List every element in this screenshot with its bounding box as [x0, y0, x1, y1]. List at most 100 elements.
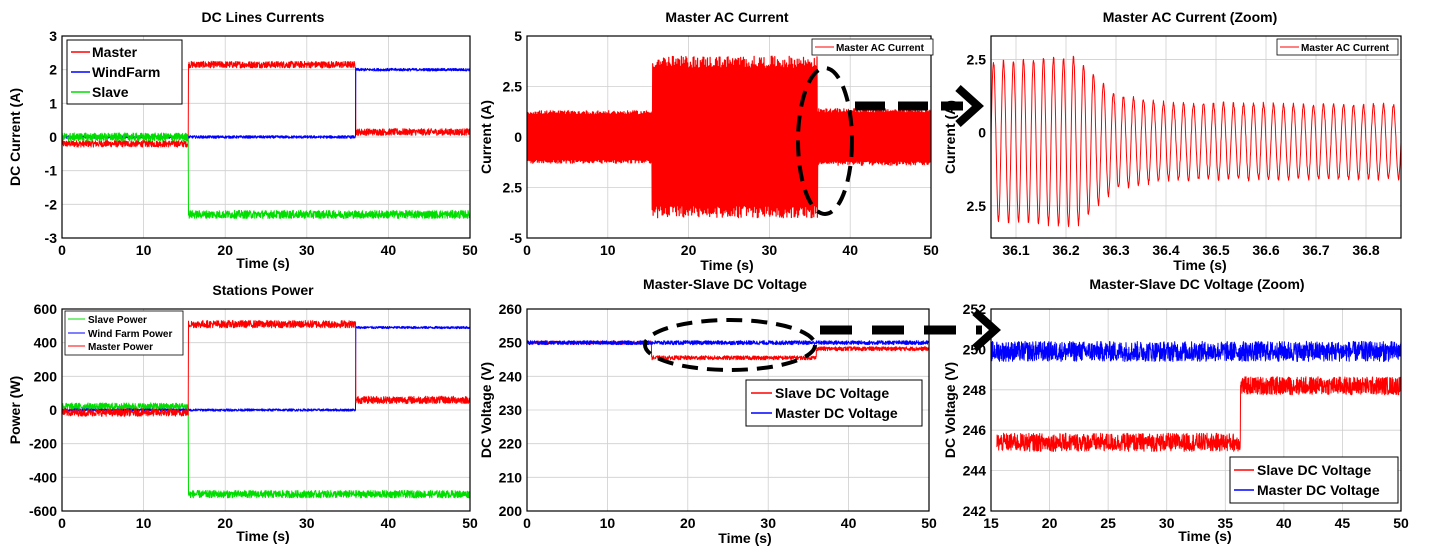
x-tick-label: 36.4: [1152, 242, 1179, 258]
x-tick-label: 30: [1159, 515, 1175, 531]
x-axis-label: Time (s): [1178, 528, 1231, 544]
y-tick-label: 210: [499, 469, 523, 485]
y-tick-label: 244: [963, 463, 987, 479]
x-tick-label: 36.6: [1252, 242, 1279, 258]
series-line-master-dc-voltage: [527, 340, 929, 346]
series-line-master-dc-voltage: [991, 340, 1401, 362]
legend: Slave DC Voltage Master DC Voltage: [1229, 456, 1399, 504]
legend-label-windfarm: WindFarm: [92, 64, 160, 80]
y-tick-label: -1: [45, 163, 58, 179]
x-tick-label: 20: [681, 242, 697, 258]
x-tick-label: 0: [523, 515, 531, 531]
x-tick-label: 30: [760, 515, 776, 531]
x-tick-label: 36.2: [1052, 242, 1079, 258]
y-tick-label: 248: [963, 382, 987, 398]
series-line-master-ac-current: [527, 55, 931, 219]
x-tick-label: 36.7: [1302, 242, 1329, 258]
y-tick-label: 5: [514, 28, 522, 44]
y-tick-label: -600: [29, 503, 57, 519]
legend-label-master-ac-current: Master AC Current: [1301, 43, 1390, 54]
x-tick-label: 20: [217, 242, 233, 258]
x-tick-label: 20: [1042, 515, 1058, 531]
y-tick-label: 0: [514, 129, 522, 145]
x-axis-label: Time (s): [700, 257, 753, 273]
plot-frame: [526, 308, 930, 512]
y-tick-label: 0: [978, 125, 986, 141]
series-line-master-ac-current: [991, 55, 1401, 228]
y-tick-label: 2: [49, 62, 57, 78]
series-line-slave-dc-voltage: [996, 376, 1401, 452]
x-tick-label: 20: [217, 515, 233, 531]
x-tick-label: 50: [1393, 515, 1409, 531]
zoom-arrow-ac-current: [855, 85, 984, 127]
series-line-slave: [62, 132, 470, 219]
series-line-slave-power: [62, 402, 470, 499]
y-axis-label: DC Current (A): [7, 88, 23, 186]
legend-label-master-dc-voltage: Master DC Voltage: [1257, 482, 1380, 498]
y-axis-label: Power (W): [7, 376, 23, 444]
series-line-master: [62, 60, 470, 148]
y-tick-label: -2: [45, 196, 58, 212]
zoom-annotations: [643, 66, 1001, 372]
y-tick-label: 0: [49, 129, 57, 145]
y-tick-label: 2.5: [503, 180, 523, 196]
y-tick-label: -200: [29, 436, 57, 452]
legend-label-slave-dc-voltage: Slave DC Voltage: [1257, 462, 1371, 478]
legend-label-slave-dc-voltage: Slave DC Voltage: [775, 385, 889, 401]
y-tick-label: 230: [499, 402, 523, 418]
y-tick-label: -400: [29, 469, 57, 485]
y-axis-label: Current (A): [942, 100, 958, 174]
x-axis-label: Time (s): [236, 255, 289, 271]
x-tick-label: 40: [381, 515, 397, 531]
legend-label-master-dc-voltage: Master DC Voltage: [775, 405, 898, 421]
legend: Master AC Current: [1276, 38, 1399, 56]
panel-title: Stations Power: [212, 282, 314, 298]
y-tick-label: 200: [499, 503, 523, 519]
y-tick-label: 200: [34, 368, 58, 384]
x-tick-label: 50: [462, 242, 478, 258]
x-tick-label: 0: [523, 242, 531, 258]
x-tick-label: 30: [762, 242, 778, 258]
y-tick-label: -3: [45, 230, 58, 246]
legend: Slave DC Voltage Master DC Voltage: [745, 379, 923, 427]
legend: Master AC Current: [811, 38, 934, 56]
y-axis-label: DC Voltage (V): [942, 362, 958, 458]
x-tick-label: 50: [921, 515, 937, 531]
y-tick-label: 246: [963, 422, 987, 438]
zoom-arrow-dc-voltage: [820, 309, 1001, 351]
x-tick-label: 40: [1276, 515, 1292, 531]
plot-frame: [990, 35, 1402, 239]
panel-dc-lines-currents: DC Lines Currents Time (s) DC Current (A…: [7, 9, 478, 271]
series-line-master-power: [62, 320, 470, 417]
y-tick-label: 242: [963, 503, 987, 519]
panel-master-ac-current-zoom: Master AC Current (Zoom) Time (s) Curren…: [942, 9, 1402, 273]
legend-label-slave-power: Slave Power: [88, 315, 147, 326]
x-tick-label: 15: [983, 515, 999, 531]
y-tick-label: 400: [34, 335, 58, 351]
y-tick-label: 2.5: [967, 51, 987, 67]
x-tick-label: 36.8: [1352, 242, 1379, 258]
x-tick-label: 10: [600, 515, 616, 531]
panel-title: Master AC Current: [665, 9, 789, 25]
legend-label-wind-farm-power: Wind Farm Power: [88, 329, 172, 340]
y-tick-label: 2.5: [503, 79, 523, 95]
x-tick-label: 30: [299, 242, 315, 258]
x-tick-label: 35: [1217, 515, 1233, 531]
x-tick-label: 30: [299, 515, 315, 531]
x-tick-label: 10: [600, 242, 616, 258]
y-tick-label: 250: [499, 335, 523, 351]
y-tick-label: 240: [499, 368, 523, 384]
y-tick-label: 220: [499, 436, 523, 452]
plot-frame: [990, 308, 1402, 512]
x-tick-label: 36.1: [1002, 242, 1029, 258]
legend-label-master-ac-current: Master AC Current: [836, 43, 925, 54]
panel-title: Master-Slave DC Voltage: [643, 276, 807, 292]
panel-title: Master AC Current (Zoom): [1103, 9, 1278, 25]
x-tick-label: 10: [136, 515, 152, 531]
x-axis-label: Time (s): [718, 530, 771, 546]
x-tick-label: 0: [58, 515, 66, 531]
legend-label-master-power: Master Power: [88, 342, 153, 353]
y-tick-label: -5: [510, 230, 523, 246]
y-tick-label: 3: [49, 28, 57, 44]
panel-title: DC Lines Currents: [202, 9, 325, 25]
